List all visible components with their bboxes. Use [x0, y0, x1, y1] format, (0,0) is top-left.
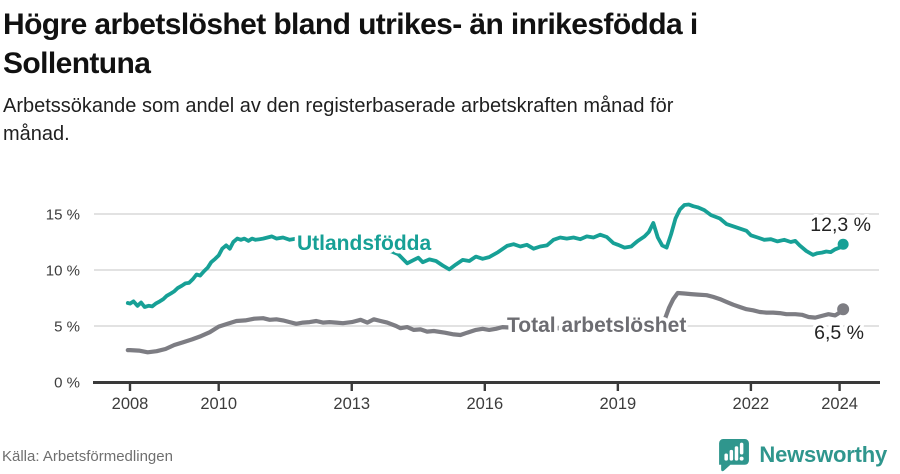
series-line-total — [125, 290, 846, 355]
newsworthy-logo: Newsworthy — [716, 437, 887, 472]
chart-subtitle-line1: Arbetssökande som andel av den registerb… — [3, 95, 674, 117]
x-axis-label-2010: 2010 — [200, 395, 237, 413]
page-title-line2: Sollentuna — [3, 47, 151, 80]
newsworthy-logo-text: Newsworthy — [759, 441, 887, 467]
series-label-total-arbetsloshet: Total arbetslöshet — [507, 314, 686, 337]
end-value-label-utlandsfodda: 12,3 % — [810, 214, 871, 236]
y-axis-label-15: 15 % — [46, 207, 80, 224]
bar-small — [724, 453, 729, 461]
speech-bubble-shape — [719, 439, 750, 472]
y-axis-label-0: 0 % — [54, 375, 80, 392]
chart-subtitle-line2: månad. — [3, 123, 70, 145]
chart-subtitle: Arbetssökande som andel av den registerb… — [3, 92, 673, 148]
page-title-line1: Högre arbetslöshet bland utrikes- än inr… — [3, 8, 698, 41]
exclamation-dot — [740, 456, 744, 461]
x-axis-label-2019: 2019 — [599, 395, 636, 413]
end-value-label-total: 6,5 % — [814, 322, 864, 344]
source-note: Källa: Arbetsförmedlingen — [2, 448, 173, 465]
y-axis-label-10: 10 % — [46, 263, 80, 280]
y-axis-label-5: 5 % — [54, 319, 80, 336]
series-line-utlandsfodda — [125, 202, 845, 309]
x-axis-label-2022: 2022 — [733, 395, 770, 413]
x-axis-label-2016: 2016 — [466, 395, 503, 413]
x-axis-label-2008: 2008 — [112, 395, 149, 413]
x-axis-label-2024: 2024 — [821, 395, 858, 413]
series-label-utlandsfodda: Utlandsfödda — [297, 232, 431, 255]
series-end-dot-total — [837, 303, 850, 316]
bar-large — [735, 446, 739, 461]
x-axis-label-2013: 2013 — [333, 395, 370, 413]
bar-medium — [729, 449, 734, 461]
series-end-dot-utlandsfodda — [837, 238, 849, 250]
exclamation-bar — [740, 442, 744, 455]
page-title: Högre arbetslöshet bland utrikes- än inr… — [3, 5, 698, 83]
newsworthy-bar-chart-icon — [719, 439, 750, 472]
